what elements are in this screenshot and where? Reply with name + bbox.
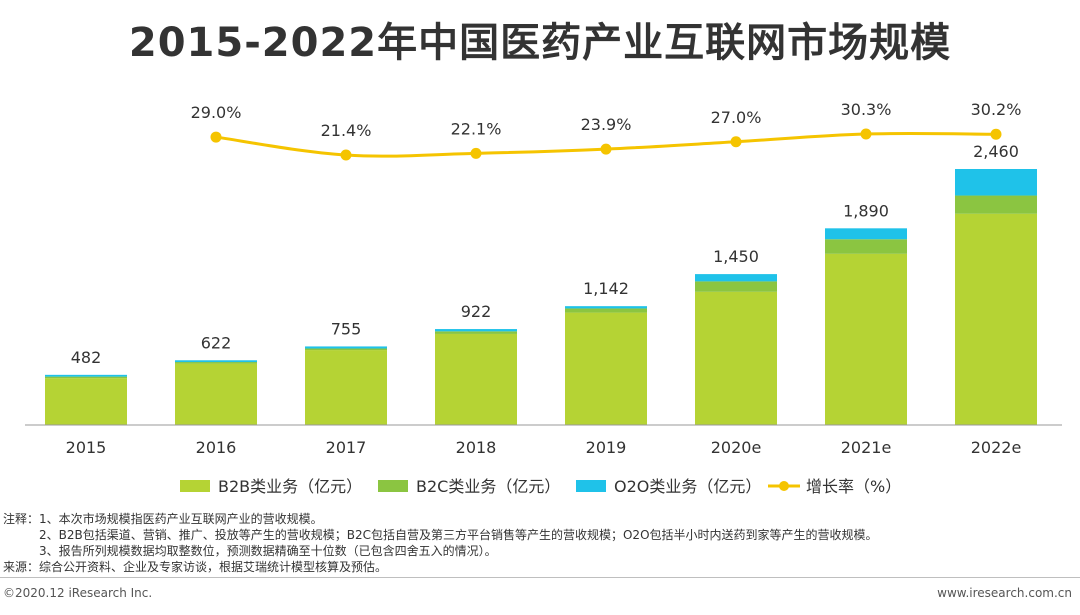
- bar-segment: [565, 306, 647, 309]
- bar-segment: [305, 346, 387, 349]
- legend-label: O2O类业务（亿元）: [614, 477, 761, 496]
- legend-item: B2B类业务（亿元）: [180, 477, 362, 496]
- total-value-label: 2,460: [973, 142, 1019, 161]
- bar-segment: [825, 228, 907, 240]
- bar-segment: [825, 253, 907, 425]
- x-tick-label: 2016: [196, 438, 237, 457]
- bar-segment: [955, 213, 1037, 425]
- growth-rate-point: [470, 147, 482, 159]
- growth-rate-point: [340, 149, 352, 161]
- growth-rate-point: [600, 143, 612, 155]
- total-value-label: 1,142: [583, 279, 629, 298]
- growth-rate-label: 30.3%: [841, 100, 892, 119]
- bar-segment: [435, 329, 517, 332]
- copyright: ©2020.12 iResearch Inc.: [3, 586, 153, 600]
- x-tick-label: 2019: [586, 438, 627, 457]
- x-tick-label: 2022e: [971, 438, 1022, 457]
- bar-segment: [565, 312, 647, 425]
- website-link[interactable]: www.iresearch.com.cn: [937, 586, 1072, 600]
- bar-segment: [45, 376, 127, 379]
- bar-segment: [305, 348, 387, 351]
- bar-segment: [175, 363, 257, 425]
- notes: 注释：1、本次市场规模指医药产业互联网产业的营收规模。 2、B2B包括渠道、营销…: [3, 511, 878, 575]
- legend-label: B2B类业务（亿元）: [218, 477, 362, 496]
- growth-rate-point: [730, 136, 742, 148]
- growth-rate-label: 29.0%: [191, 103, 242, 122]
- growth-rate-label: 21.4%: [321, 121, 372, 140]
- x-tick-label: 2020e: [711, 438, 762, 457]
- bar-segment: [695, 274, 777, 282]
- growth-rate-point: [860, 128, 872, 140]
- legend-item: 增长率（%）: [768, 477, 901, 496]
- legend-label: 增长率（%）: [806, 477, 901, 496]
- growth-rate-label: 30.2%: [971, 100, 1022, 119]
- legend: B2B类业务（亿元） B2C类业务（亿元） O2O类业务（亿元） 增长率（%）: [180, 477, 901, 496]
- legend-swatch: [180, 480, 210, 492]
- bar-segment: [695, 291, 777, 425]
- growth-rate-label: 23.9%: [581, 115, 632, 134]
- legend-label: B2C类业务（亿元）: [416, 477, 560, 496]
- x-tick-label: 2018: [456, 438, 497, 457]
- x-tick-labels: 2015 2016 2017 2018 2019 2020e 2021e 2022e: [66, 438, 1022, 457]
- total-value-labels: 482 622 755 922 1,142 1,450 1,890 2,460: [71, 142, 1019, 367]
- growth-rate-line-group: 29.0% 21.4% 22.1% 23.9% 27.0% 30.3% 30.2%: [191, 100, 1022, 161]
- x-tick-label: 2021e: [841, 438, 892, 457]
- legend-item: O2O类业务（亿元）: [576, 477, 761, 496]
- bar-segment: [695, 281, 777, 292]
- total-value-label: 1,450: [713, 247, 759, 266]
- bar-segment: [45, 378, 127, 425]
- legend-marker: [779, 481, 789, 491]
- bars-group: [45, 169, 1037, 425]
- chart-area: 2015 2016 2017 2018 2019 2020e 2021e 2022e 482 6…: [25, 100, 1062, 496]
- chart-title: 2015-2022年中国医药产业互联网市场规模: [128, 20, 952, 66]
- footer-divider: [0, 577, 1080, 578]
- total-value-label: 1,890: [843, 201, 889, 220]
- source-line: 来源：综合公开资料、企业及专家访谈，根据艾瑞统计模型核算及预估。: [3, 560, 388, 574]
- bar-segment: [825, 239, 907, 254]
- bar-segment: [955, 169, 1037, 196]
- growth-rate-label: 27.0%: [711, 108, 762, 127]
- note-line: 注释：1、本次市场规模指医药产业互联网产业的营收规模。: [3, 512, 323, 526]
- growth-rate-point: [210, 131, 222, 143]
- bar-segment: [435, 331, 517, 334]
- x-tick-label: 2015: [66, 438, 107, 457]
- legend-swatch: [378, 480, 408, 492]
- bar-segment: [45, 374, 127, 377]
- total-value-label: 622: [201, 333, 232, 352]
- legend-swatch: [576, 480, 606, 492]
- bar-segment: [175, 362, 257, 364]
- total-value-label: 755: [331, 319, 362, 338]
- bar-segment: [955, 195, 1037, 214]
- total-value-label: 922: [461, 302, 492, 321]
- bar-segment: [435, 333, 517, 425]
- bar-segment: [305, 350, 387, 425]
- growth-rate-label: 22.1%: [451, 119, 502, 138]
- bar-segment: [565, 308, 647, 313]
- x-tick-label: 2017: [326, 438, 367, 457]
- legend-item: B2C类业务（亿元）: [378, 477, 560, 496]
- growth-rate-point: [990, 128, 1002, 140]
- bar-segment: [175, 360, 257, 363]
- note-line: 2、B2B包括渠道、营销、推广、投放等产生的营收规模；B2C包括自营及第三方平台…: [3, 528, 878, 542]
- total-value-label: 482: [71, 348, 102, 367]
- note-line: 3、报告所列规模数据均取整数位，预测数据精确至十位数（已包含四舍五入的情况）。: [3, 544, 497, 558]
